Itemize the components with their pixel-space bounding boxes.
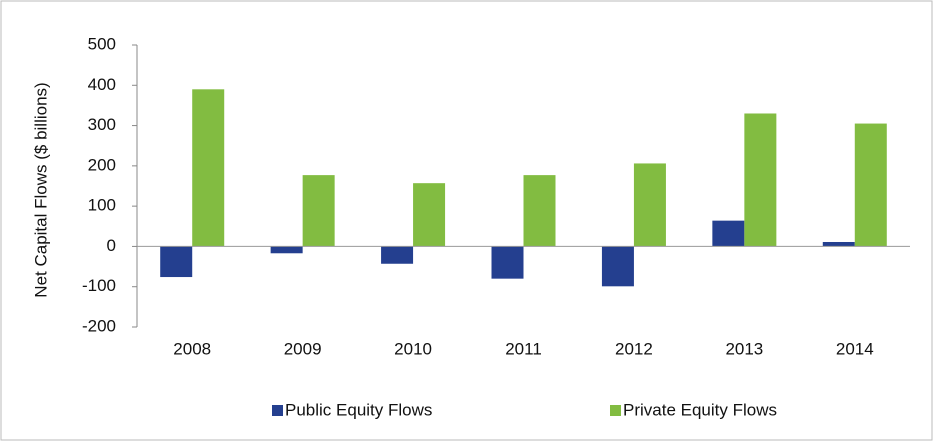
- y-tick-label: 400: [88, 75, 116, 94]
- y-tick-label: 300: [88, 115, 116, 134]
- bar: [854, 123, 887, 247]
- bar: [712, 220, 745, 247]
- bar: [302, 175, 335, 247]
- bar: [381, 246, 414, 264]
- y-tick-label: 0: [107, 236, 116, 255]
- x-tick-label: 2014: [836, 339, 874, 358]
- y-axis-label: Net Capital Flows ($ billions): [31, 82, 50, 297]
- legend-label: Public Equity Flows: [285, 400, 432, 419]
- bar: [744, 113, 777, 247]
- y-tick-label: 100: [88, 196, 116, 215]
- bar: [601, 246, 634, 287]
- bar: [160, 246, 193, 278]
- legend-label: Private Equity Flows: [623, 400, 777, 419]
- y-tick-label: -100: [82, 276, 116, 295]
- y-tick-label: 500: [88, 34, 116, 53]
- x-tick-label: 2008: [173, 339, 211, 358]
- y-tick-label: 200: [88, 155, 116, 174]
- bar: [633, 163, 666, 247]
- legend-swatch: [272, 405, 283, 416]
- bar: [413, 183, 446, 247]
- y-tick-label: -200: [82, 316, 116, 335]
- x-tick-label: 2010: [394, 339, 432, 358]
- x-tick-label: 2013: [725, 339, 763, 358]
- x-tick-label: 2009: [284, 339, 322, 358]
- bar: [523, 175, 556, 247]
- x-tick-label: 2011: [505, 339, 542, 358]
- legend-swatch: [610, 405, 621, 416]
- x-tick-label: 2012: [615, 339, 653, 358]
- bar: [270, 246, 303, 254]
- bar: [192, 89, 225, 247]
- bar: [822, 241, 855, 247]
- bar: [491, 246, 524, 279]
